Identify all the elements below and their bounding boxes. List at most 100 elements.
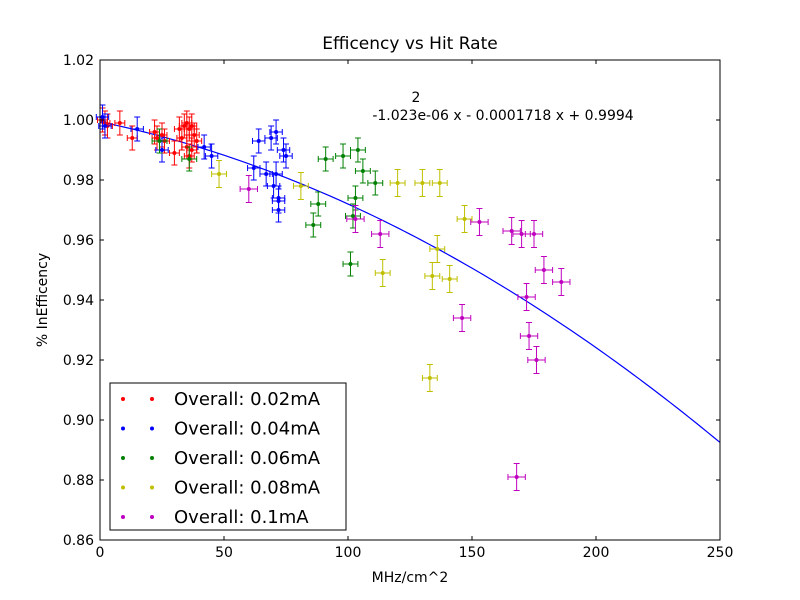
point-marker	[189, 124, 194, 128]
data-point	[371, 220, 390, 248]
data-point	[151, 128, 168, 154]
data-point	[456, 205, 473, 233]
data-point	[264, 125, 278, 151]
legend-label: Overall: 0.08mA	[174, 478, 321, 499]
y-tick-label: 0.94	[63, 293, 94, 309]
point-marker	[172, 151, 177, 155]
point-marker	[251, 166, 256, 170]
data-point	[269, 161, 283, 187]
point-marker	[160, 148, 164, 152]
data-point	[186, 113, 198, 139]
data-point	[507, 463, 526, 491]
data-point	[441, 265, 458, 293]
point-marker	[269, 136, 274, 140]
legend-label: Overall: 0.04mA	[174, 419, 321, 440]
plot-area	[95, 104, 721, 491]
data-point	[534, 256, 554, 284]
data-point	[130, 116, 144, 142]
point-marker	[462, 217, 467, 221]
y-axis-ticks: 0.86 0.88 0.90 0.92 0.94 0.96 0.98 1.00 1.02	[63, 53, 720, 549]
point-marker	[353, 196, 358, 200]
data-point	[155, 137, 169, 163]
point-marker	[420, 181, 425, 185]
data-point	[292, 172, 309, 200]
point-marker	[437, 181, 442, 185]
data-point	[517, 283, 536, 311]
x-tick-label: 150	[459, 545, 486, 561]
point-marker	[135, 127, 140, 131]
point-marker	[311, 223, 316, 227]
point-marker	[284, 154, 288, 158]
point-marker	[350, 214, 355, 218]
point-marker	[281, 148, 286, 152]
point-marker	[395, 181, 400, 185]
legend-item: Overall: 0.1mA	[121, 507, 309, 528]
point-marker	[559, 280, 564, 284]
point-marker	[117, 121, 122, 125]
chart-title: Efficency vs Hit Rate	[322, 34, 497, 54]
series-2	[95, 104, 293, 223]
point-marker	[541, 268, 546, 272]
data-point	[519, 322, 539, 350]
data-point	[421, 364, 438, 392]
legend-item: Overall: 0.02mA	[121, 389, 321, 410]
point-marker	[192, 133, 197, 137]
point-marker	[189, 148, 194, 152]
fit-equation-text: -1.023e-06 x - 0.0001718 x + 0.9994	[372, 108, 633, 124]
data-point	[317, 146, 334, 172]
data-point	[181, 146, 198, 172]
point-marker	[355, 148, 360, 152]
data-point	[95, 104, 110, 130]
data-point	[424, 262, 441, 290]
data-points-layer	[95, 104, 571, 491]
point-marker	[100, 115, 105, 119]
point-marker	[187, 127, 192, 131]
point-marker	[102, 124, 107, 128]
point-marker	[514, 475, 519, 479]
series-5	[239, 175, 571, 491]
point-marker	[380, 271, 385, 275]
y-tick-label: 0.88	[63, 473, 94, 489]
point-marker	[276, 208, 281, 212]
series-3	[151, 128, 384, 277]
legend-marker	[121, 397, 125, 401]
data-point	[279, 143, 293, 169]
point-marker	[274, 172, 279, 176]
point-marker	[130, 136, 135, 140]
legend-marker	[121, 515, 125, 519]
data-point	[335, 143, 351, 169]
data-point	[204, 143, 219, 169]
y-tick-label: 0.90	[63, 413, 94, 429]
point-marker	[534, 358, 539, 362]
data-point	[98, 113, 112, 139]
point-marker	[527, 334, 532, 338]
data-point	[342, 251, 359, 277]
point-marker	[447, 277, 452, 281]
data-point	[349, 137, 366, 163]
legend-marker	[121, 485, 125, 490]
data-point	[429, 235, 446, 263]
data-point	[114, 110, 126, 136]
legend-marker	[150, 456, 154, 460]
data-point	[502, 217, 521, 245]
data-point	[414, 169, 431, 197]
data-point	[211, 160, 227, 188]
x-tick-label: 0	[96, 545, 105, 561]
data-point	[354, 158, 371, 184]
legend-marker	[150, 397, 154, 401]
data-point	[389, 169, 406, 197]
data-point	[126, 125, 138, 151]
data-point	[191, 128, 203, 154]
point-marker	[246, 187, 251, 191]
y-tick-label: 0.86	[63, 533, 94, 549]
y-tick-label: 0.98	[63, 173, 94, 189]
x-axis-label: MHz/cm^2	[372, 570, 449, 586]
point-marker	[373, 181, 378, 185]
data-point	[374, 259, 391, 287]
legend-marker	[121, 426, 125, 431]
data-point	[527, 346, 546, 374]
y-tick-label: 0.92	[63, 353, 94, 369]
legend-label: Overall: 0.1mA	[174, 507, 309, 528]
point-marker	[194, 139, 199, 143]
